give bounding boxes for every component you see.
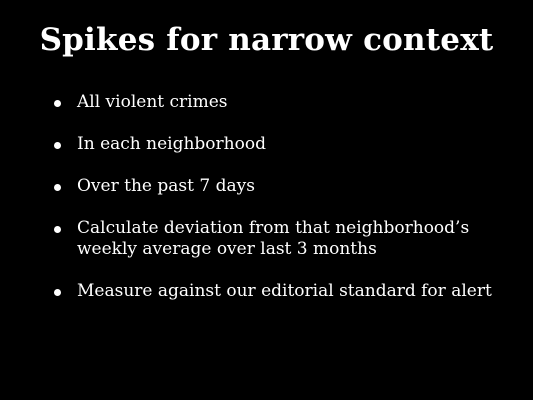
- bullet-text: In each neighborhood: [77, 134, 266, 154]
- bullet-item: All violent crimes: [52, 92, 512, 113]
- bullet-dot-icon: [54, 226, 61, 233]
- bullet-text: Over the past 7 days: [77, 176, 255, 196]
- bullet-text: Calculate deviation from that neighborho…: [77, 218, 470, 238]
- bullet-text-continuation: weekly average over last 3 months: [77, 239, 377, 259]
- bullet-dot-icon: [54, 184, 61, 191]
- bullet-dot-icon: [54, 142, 61, 149]
- bullet-dot-icon: [54, 289, 61, 296]
- bullet-text: Measure against our editorial standard f…: [77, 281, 492, 301]
- bullet-list: All violent crimes In each neighborhood …: [52, 92, 512, 323]
- bullet-dot-icon: [54, 100, 61, 107]
- bullet-item: Measure against our editorial standard f…: [52, 281, 512, 302]
- slide-title: Spikes for narrow context: [39, 22, 494, 58]
- bullet-item: Calculate deviation from that neighborho…: [52, 218, 512, 260]
- bullet-text: All violent crimes: [77, 92, 228, 112]
- bullet-item: Over the past 7 days: [52, 176, 512, 197]
- bullet-item: In each neighborhood: [52, 134, 512, 155]
